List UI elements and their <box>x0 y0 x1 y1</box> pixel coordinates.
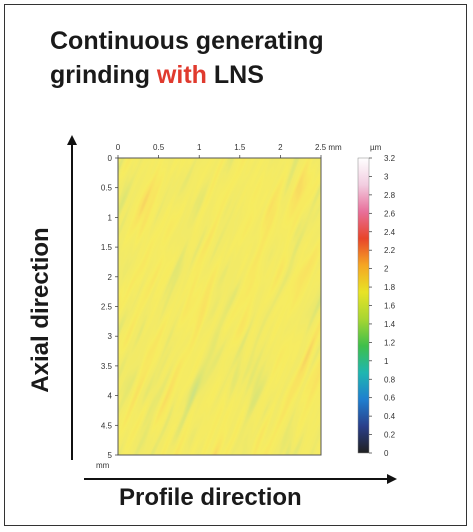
colorbar-tick-label: 0.2 <box>384 431 396 440</box>
colorbar-tick-label: 0 <box>384 449 389 458</box>
colorbar-tick-label: 2.6 <box>384 209 396 218</box>
colorbar-tick-label: 0.4 <box>384 412 396 421</box>
title-line-2-part-2: LNS <box>206 61 264 89</box>
x-tick-label-end: 2.5 mm <box>315 143 342 152</box>
heatmap-surface <box>118 158 321 455</box>
y-tick-label: 0.5 <box>101 184 113 193</box>
y-tick-label: 2.5 <box>101 303 113 312</box>
colorbar-tick-label: 1.4 <box>384 320 396 329</box>
y-tick-group: 0 0.5 1 1.5 2 2.5 3 3.5 4 4.5 5 <box>101 154 118 460</box>
x-axis-label: Profile direction <box>119 484 302 511</box>
y-tick-label: 5 <box>108 451 113 460</box>
colorbar-unit: µm <box>370 143 382 152</box>
colorbar-tick-label: 2.4 <box>384 228 396 237</box>
colorbar-tick-label: 2.8 <box>384 191 396 200</box>
colorbar-tick-label: 1.6 <box>384 302 396 311</box>
colorbar <box>357 157 370 454</box>
colorbar-tick-label: 3.2 <box>384 154 396 163</box>
figure-frame <box>4 4 467 526</box>
x-tick-label: 0.5 <box>153 143 165 152</box>
colorbar-tick-group: 3.2 3 2.8 2.6 2.4 2.2 2 1.8 1.6 1.4 1.2 1 0.8 0.6 0.4 0… <box>369 154 396 458</box>
y-tick-label: 4.5 <box>101 421 113 430</box>
x-tick-label: 2 <box>278 143 283 152</box>
colorbar-tick-label: 1 <box>384 357 389 366</box>
y-tick-label: 1 <box>108 213 113 222</box>
colorbar-tick-label: 1.8 <box>384 283 396 292</box>
title-line-2: grinding with LNS <box>50 58 324 92</box>
y-tick-label: 3 <box>108 332 113 341</box>
y-tick-label: 1.5 <box>101 243 113 252</box>
x-tick-label: 0 <box>116 143 121 152</box>
colorbar-tick-label: 2.2 <box>384 246 396 255</box>
x-tick-label: 1 <box>197 143 202 152</box>
y-tick-label: 3.5 <box>101 362 113 371</box>
title-line-2-part-1: grinding <box>50 61 157 89</box>
colorbar-tick-label: 0.8 <box>384 375 396 384</box>
colorbar-tick-label: 1.2 <box>384 338 396 347</box>
figure-title: Continuous generating grinding with LNS <box>50 24 324 92</box>
y-unit-label: mm <box>96 461 110 470</box>
title-line-1: Continuous generating <box>50 27 324 55</box>
y-tick-label: 0 <box>108 154 113 163</box>
y-tick-label: 2 <box>108 273 113 282</box>
y-tick-label: 4 <box>108 392 113 401</box>
x-tick-label: 1.5 <box>234 143 246 152</box>
colorbar-tick-label: 2 <box>384 265 389 274</box>
colorbar-tick-label: 0.6 <box>384 394 396 403</box>
x-tick-group: 0 0.5 1 1.5 2 2.5 mm <box>116 143 342 158</box>
colorbar-tick-label: 3 <box>384 172 389 181</box>
title-highlight-with: with <box>156 61 207 89</box>
heatmap-texture <box>118 158 321 455</box>
